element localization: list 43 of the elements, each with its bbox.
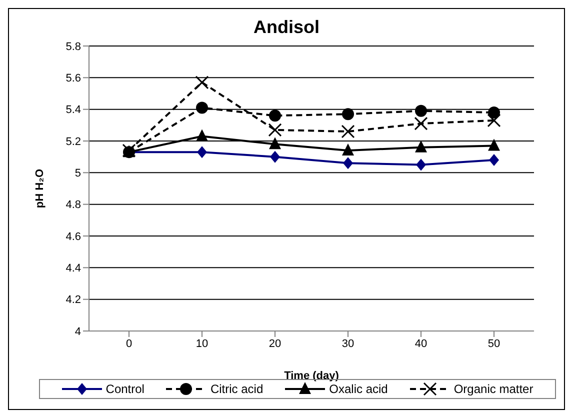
point — [415, 104, 427, 117]
point — [342, 108, 354, 120]
point — [270, 150, 280, 163]
legend-label: Citric acid — [210, 382, 264, 396]
x-tick-label: 50 — [488, 338, 500, 350]
y-tick-label: 5.4 — [66, 104, 81, 116]
point — [416, 158, 426, 171]
y-axis-title: pH H₂O — [34, 168, 46, 208]
point — [414, 116, 428, 130]
point — [488, 138, 500, 151]
x-tick-label: 0 — [126, 338, 132, 350]
point — [488, 106, 500, 118]
chart-title: Andisol — [252, 17, 320, 38]
y-tick-label: 4.6 — [66, 230, 81, 243]
y-tick-label: 4.4 — [66, 262, 81, 275]
x-tick-label: 40 — [414, 338, 428, 350]
legend-label: Control — [106, 382, 144, 396]
y-tick-label: 5.8 — [66, 40, 81, 53]
x-tick-label: 30 — [342, 338, 354, 350]
point — [197, 146, 207, 158]
x-tick-label: 20 — [268, 338, 282, 350]
y-tick-label: 5.2 — [66, 136, 81, 148]
legend-label: Organic matter — [454, 382, 534, 396]
point — [269, 137, 281, 150]
point — [196, 129, 208, 142]
point — [487, 114, 501, 128]
y-tick-label: 4.2 — [66, 294, 81, 306]
point — [415, 140, 427, 152]
point — [196, 102, 208, 114]
point — [268, 123, 282, 137]
point — [341, 124, 355, 138]
legend-label: Oxalic acid — [329, 382, 388, 396]
x-tick-label: 10 — [196, 338, 208, 350]
x-axis-title: Time (day) — [284, 370, 340, 382]
point — [195, 76, 209, 90]
y-tick-label: 4 — [74, 326, 81, 338]
y-tick-label: 4.8 — [66, 199, 81, 212]
y-tick-label: 5 — [74, 168, 81, 180]
point — [342, 144, 354, 156]
point — [269, 110, 281, 122]
y-tick-label: 5.6 — [66, 72, 81, 85]
point — [489, 154, 499, 166]
point — [343, 157, 353, 170]
